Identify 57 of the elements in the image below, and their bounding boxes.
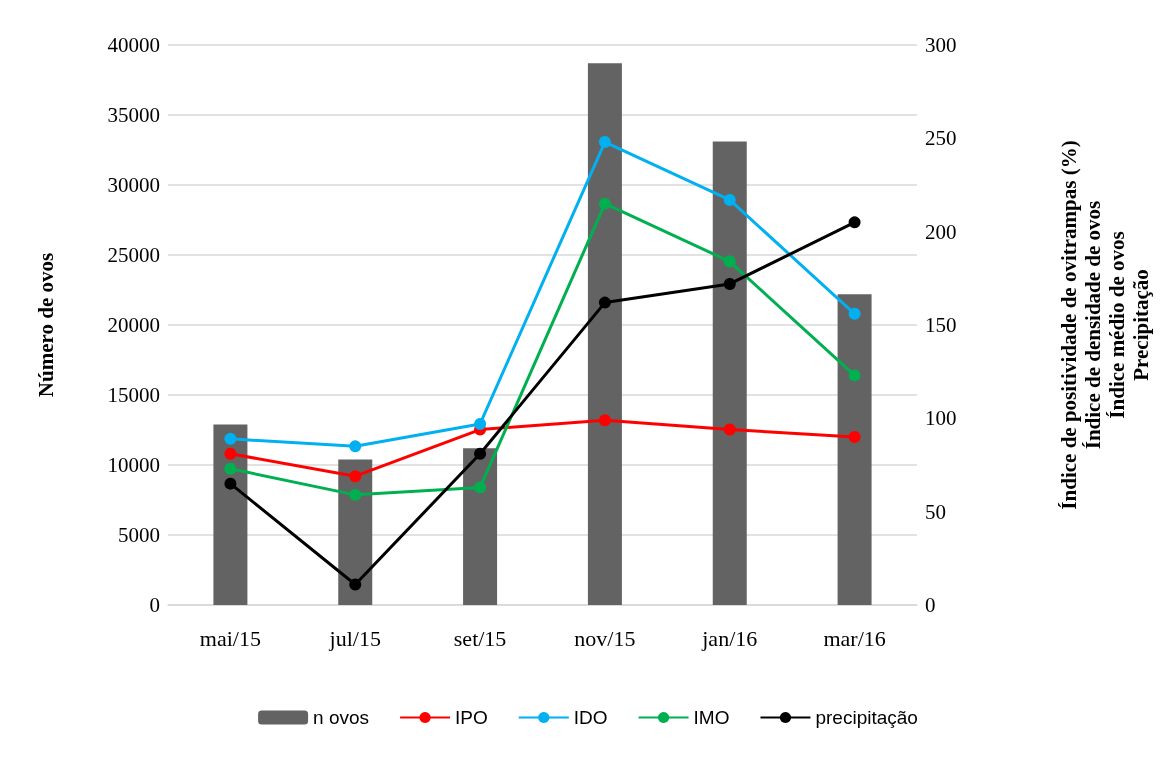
bar xyxy=(463,448,498,605)
y2-tick-label: 100 xyxy=(925,406,957,431)
x-tick-label: set/15 xyxy=(453,625,507,651)
x-tick-label: mai/15 xyxy=(199,625,261,651)
point xyxy=(598,136,611,149)
legend-label: precipitação xyxy=(815,707,918,728)
bar xyxy=(837,294,872,605)
point xyxy=(474,447,487,460)
point xyxy=(224,432,237,445)
point xyxy=(224,462,237,475)
point xyxy=(848,307,861,320)
point xyxy=(349,578,362,591)
y2-axis-title: Índice de positividade de ovitrampas (%) Índice de densidade de ovos Índice médio de ovos Precipitação xyxy=(1057,140,1153,510)
legend-label: n ovos xyxy=(313,707,370,728)
x-tick-label: mar/16 xyxy=(823,625,886,651)
y-tick-label: 20000 xyxy=(107,313,160,337)
y-tick-label: 5000 xyxy=(118,523,160,547)
y-tick-label: 10000 xyxy=(107,453,160,477)
x-tick-label: nov/15 xyxy=(574,625,636,651)
point xyxy=(848,216,861,229)
bar xyxy=(587,63,622,605)
legend-label: IMO xyxy=(693,707,730,728)
point xyxy=(598,197,611,210)
point xyxy=(598,296,611,309)
y-tick-label: 0 xyxy=(149,593,160,617)
x-tick-label: jul/15 xyxy=(328,625,381,651)
point xyxy=(848,431,861,443)
point xyxy=(349,488,362,501)
point xyxy=(598,414,611,427)
point xyxy=(723,277,736,290)
y2-tick-label: 300 xyxy=(925,33,957,57)
legend-label: IPO xyxy=(455,707,488,728)
x-tick-label: jan/16 xyxy=(701,625,758,651)
y-tick-label: 40000 xyxy=(107,33,160,57)
point xyxy=(723,193,736,206)
y-tick-label: 15000 xyxy=(107,383,160,407)
point xyxy=(474,417,487,430)
point xyxy=(474,481,487,494)
point xyxy=(723,255,736,268)
y2-tick-label: 150 xyxy=(925,313,957,337)
y2-tick-label: 0 xyxy=(925,593,936,617)
point xyxy=(723,423,736,436)
y-tick-label: 35000 xyxy=(107,103,160,127)
y-axis-title: Número de ovos xyxy=(34,252,58,398)
point xyxy=(349,440,362,453)
legend-label: IDO xyxy=(573,707,608,728)
point xyxy=(224,447,237,460)
bar xyxy=(712,141,747,605)
y2-tick-label: 250 xyxy=(925,126,957,151)
point xyxy=(224,477,237,490)
y-tick-label: 30000 xyxy=(107,173,160,197)
bar xyxy=(213,424,248,605)
y2-tick-label: 200 xyxy=(925,219,957,244)
y-tick-label: 25000 xyxy=(107,243,160,267)
point xyxy=(349,470,362,483)
point xyxy=(848,369,861,382)
y2-tick-label: 50 xyxy=(925,499,946,524)
